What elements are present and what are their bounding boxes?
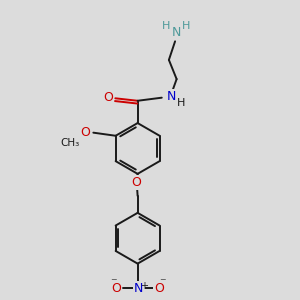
Text: H: H [182, 21, 190, 31]
Text: CH₃: CH₃ [60, 138, 80, 148]
Text: N: N [172, 26, 181, 39]
Text: ⁻: ⁻ [159, 276, 166, 289]
Text: N: N [167, 90, 176, 103]
Text: O: O [103, 91, 113, 104]
Text: O: O [111, 282, 121, 295]
Text: N: N [134, 282, 143, 295]
Text: H: H [177, 98, 185, 108]
Text: H: H [162, 21, 171, 31]
Text: O: O [131, 176, 141, 189]
Text: O: O [80, 125, 90, 139]
Text: O: O [154, 282, 164, 295]
Text: ⁻: ⁻ [110, 276, 117, 289]
Text: +: + [140, 281, 148, 291]
